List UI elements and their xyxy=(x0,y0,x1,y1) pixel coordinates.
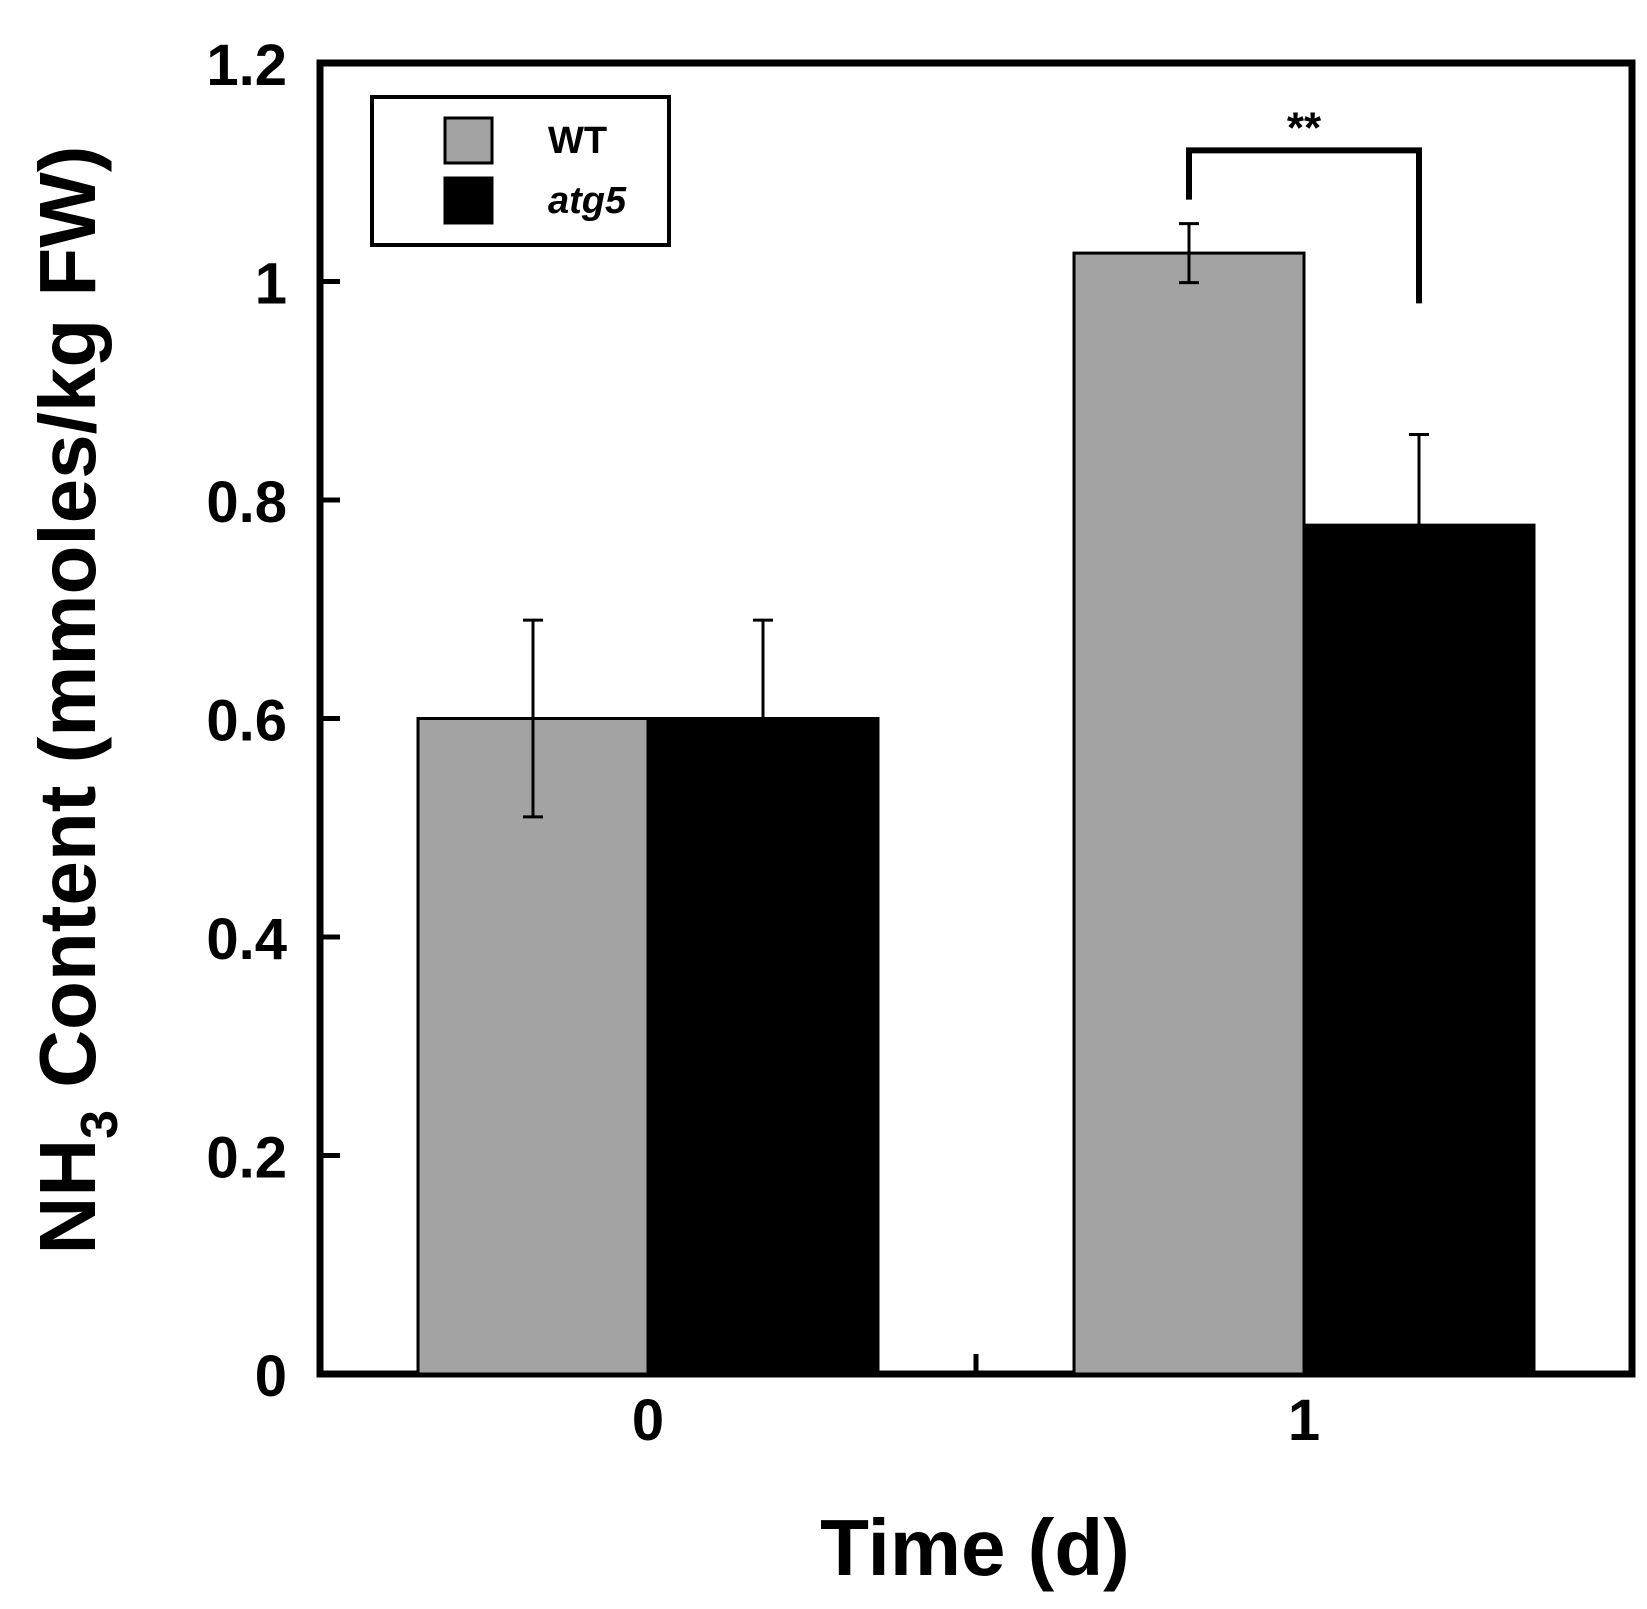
y-tick-label: 0 xyxy=(255,1344,287,1409)
significance-bracket: ** xyxy=(1186,103,1422,304)
y-axis-title-prefix: NH xyxy=(23,1139,112,1255)
y-tick-label: 0.4 xyxy=(206,907,287,972)
bar-atg5-1 xyxy=(1302,523,1536,1376)
x-tick-label: 1 xyxy=(1288,1388,1320,1453)
bars xyxy=(416,251,1536,1376)
y-tick-label: 1 xyxy=(255,252,287,317)
bar-atg5-0 xyxy=(646,717,880,1376)
y-axis-title-subscript: 3 xyxy=(71,1110,129,1139)
legend-label-atg5: atg5 xyxy=(548,180,627,222)
error-bars xyxy=(523,222,1429,819)
y-tick-label: 0.2 xyxy=(206,1126,287,1191)
legend-box xyxy=(370,95,671,247)
y-axis-title-suffix: Content (mmoles/kg FW) xyxy=(23,146,112,1110)
bar-WT-0 xyxy=(416,717,650,1376)
significance-label: ** xyxy=(1287,103,1322,152)
y-tick-label: 1.2 xyxy=(206,33,287,98)
y-tick-label: 0.6 xyxy=(206,689,287,754)
legend-swatch-wt xyxy=(443,116,494,165)
bar-WT-1 xyxy=(1072,251,1306,1376)
legend-label-wt: WT xyxy=(548,120,607,162)
y-tick-label: 0.8 xyxy=(206,470,287,535)
legend: WT atg5 xyxy=(370,95,671,247)
x-tick-label: 0 xyxy=(632,1388,664,1453)
y-axis-ticks: 0 0.2 0.4 0.6 0.8 1 1.2 xyxy=(206,33,979,1409)
legend-swatch-atg5 xyxy=(443,176,494,225)
x-axis-title: Time (d) xyxy=(820,1503,1130,1592)
y-axis-title: NH3 Content (mmoles/kg FW) xyxy=(23,146,129,1255)
significance-bracket-line xyxy=(1186,147,1422,304)
